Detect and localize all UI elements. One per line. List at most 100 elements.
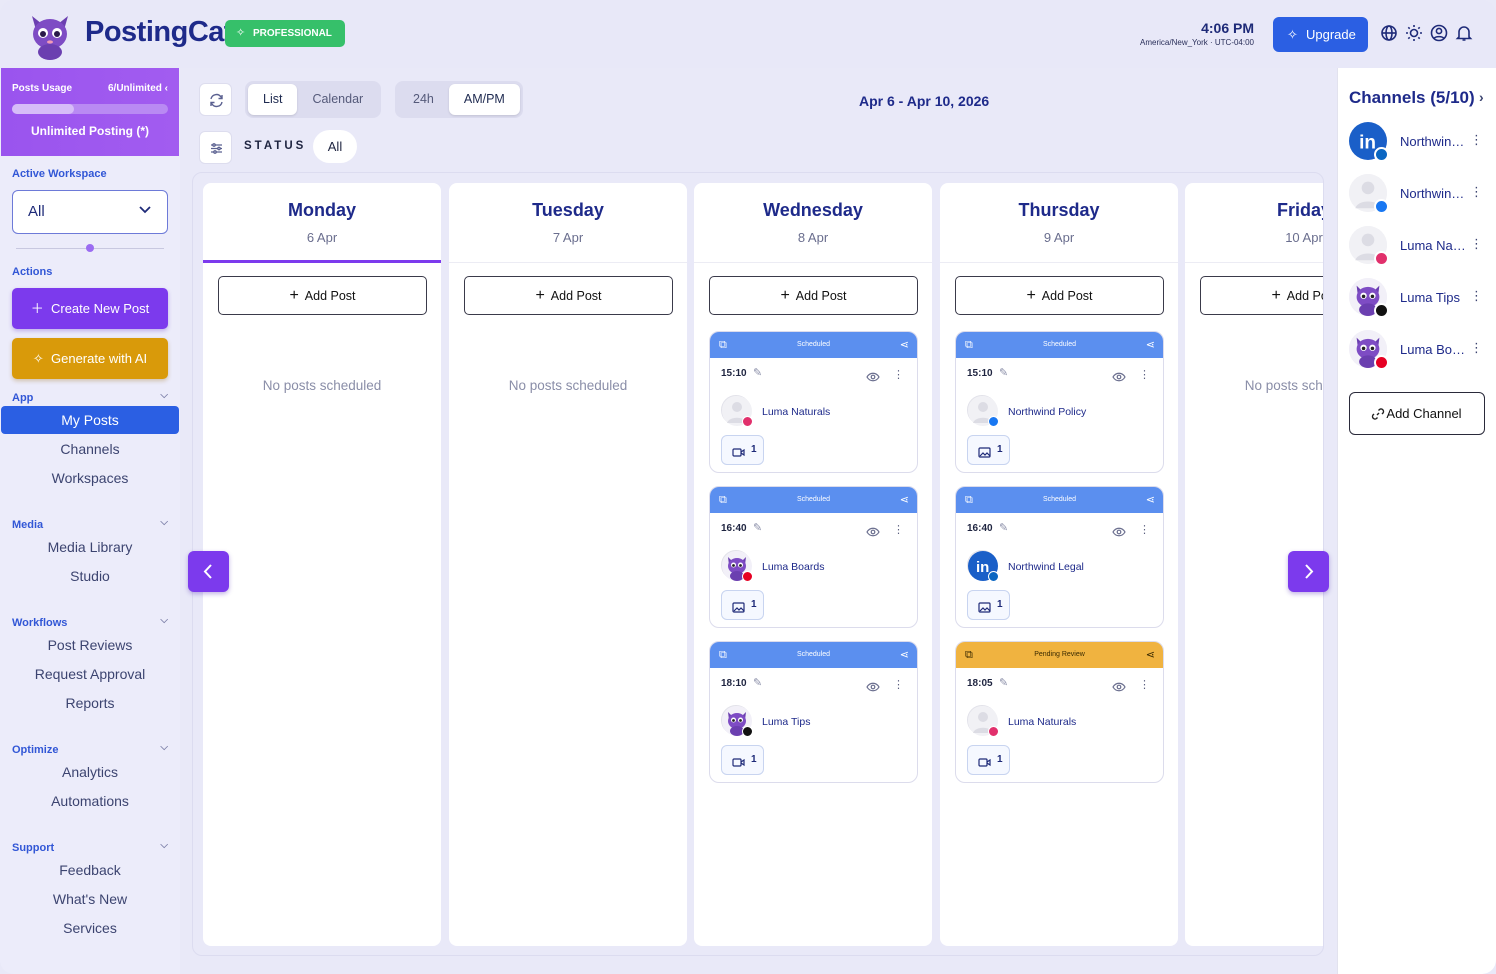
share-icon[interactable]: ⋖ <box>899 649 909 661</box>
channel-item[interactable]: Luma Naturals⋮ <box>1349 226 1489 266</box>
copy-icon[interactable]: ⧉ <box>719 339 727 351</box>
more-icon[interactable]: ⋮ <box>1470 340 1483 355</box>
channel-name: Luma Boards <box>1400 342 1468 357</box>
time-option-24h[interactable]: 24h <box>413 92 434 106</box>
sidebar-item-request-approval[interactable]: Request Approval <box>34 666 146 682</box>
post-card[interactable]: ⧉ ⋖ Pending Review 18:05 ✎ ⋮ Luma Naturals 1 <box>955 641 1164 783</box>
edit-icon[interactable]: ✎ <box>999 522 1009 534</box>
linkedin-icon <box>988 571 999 582</box>
eye-icon[interactable] <box>1112 679 1126 692</box>
refresh-button[interactable] <box>199 83 232 116</box>
copy-icon[interactable]: ⧉ <box>719 494 727 506</box>
media-count-chip: 1 <box>721 435 764 465</box>
add-post-button[interactable]: + Add Post <box>709 276 918 315</box>
nav-group-support[interactable]: Support ⌵ <box>12 840 168 854</box>
sidebar-item-studio[interactable]: Studio <box>70 568 110 584</box>
share-icon[interactable]: ⋖ <box>1145 649 1155 661</box>
more-icon[interactable]: ⋮ <box>1470 184 1483 199</box>
time-option-ampm[interactable]: AM/PM <box>448 84 520 115</box>
plan-badge-label: PROFESSIONAL <box>253 28 332 39</box>
sun-icon[interactable] <box>1405 24 1423 42</box>
channel-item[interactable]: in Northwind Legal⋮ <box>1349 122 1489 162</box>
post-card[interactable]: ⧉ ⋖ Scheduled 16:40 ✎ ⋮ Luma Boards 1 <box>709 486 918 628</box>
day-date: 10 Apr <box>1285 230 1323 245</box>
view-option-list[interactable]: List <box>248 84 298 115</box>
resize-knob[interactable] <box>86 244 94 252</box>
sidebar-item-feedback[interactable]: Feedback <box>59 862 121 878</box>
more-icon[interactable]: ⋮ <box>893 524 904 536</box>
sidebar-resize-handle[interactable] <box>16 244 164 252</box>
more-icon[interactable]: ⋮ <box>1139 524 1150 536</box>
sidebar-item-channels[interactable]: Channels <box>60 441 120 457</box>
more-icon[interactable]: ⋮ <box>1470 132 1483 147</box>
sidebar-item-post-reviews[interactable]: Post Reviews <box>47 637 133 653</box>
channel-item[interactable]: Luma Boards⋮ <box>1349 330 1489 370</box>
add-channel-button[interactable]: Add Channel <box>1349 392 1485 435</box>
add-post-button[interactable]: + Add Post <box>1200 276 1323 315</box>
share-icon[interactable]: ⋖ <box>1145 339 1155 351</box>
edit-icon[interactable]: ✎ <box>753 522 763 534</box>
channel-item[interactable]: Northwind Policy⋮ <box>1349 174 1489 214</box>
day-date: 8 Apr <box>797 230 829 245</box>
more-icon[interactable]: ⋮ <box>1470 288 1483 303</box>
copy-icon[interactable]: ⧉ <box>719 649 727 661</box>
post-card[interactable]: ⧉ ⋖ Scheduled 18:10 ✎ ⋮ Luma Tips 1 <box>709 641 918 783</box>
more-icon[interactable]: ⋮ <box>1139 369 1150 381</box>
sidebar-item-what-s-new[interactable]: What's New <box>52 891 128 907</box>
more-icon[interactable]: ⋮ <box>893 679 904 691</box>
user-circle-icon[interactable] <box>1430 24 1448 42</box>
copy-icon[interactable]: ⧉ <box>965 649 973 661</box>
nav-group-optimize[interactable]: Optimize ⌵ <box>12 742 168 756</box>
next-week-button[interactable] <box>1288 551 1329 592</box>
more-icon[interactable]: ⋮ <box>1470 236 1483 251</box>
nav-group-app[interactable]: App ⌵ <box>12 390 168 404</box>
post-card[interactable]: ⧉ ⋖ Scheduled 15:10 ✎ ⋮ Luma Naturals 1 <box>709 331 918 473</box>
copy-icon[interactable]: ⧉ <box>965 494 973 506</box>
nav-group-workflows[interactable]: Workflows ⌵ <box>12 615 168 629</box>
channels-panel-title[interactable]: Channels (5/10) › <box>1349 88 1484 108</box>
nav-group-media[interactable]: Media ⌵ <box>12 517 168 531</box>
previous-week-button[interactable] <box>188 551 229 592</box>
globe-icon[interactable] <box>1380 24 1398 42</box>
eye-icon[interactable] <box>866 369 880 382</box>
post-card[interactable]: ⧉ ⋖ Scheduled 15:10 ✎ ⋮ Northwind Policy 1 <box>955 331 1164 473</box>
chevron-left-icon <box>203 564 212 579</box>
post-channel-name: Luma Naturals <box>762 406 831 418</box>
sidebar-item-my-posts[interactable]: My Posts <box>1 406 179 434</box>
sidebar-item-workspaces[interactable]: Workspaces <box>51 470 129 486</box>
eye-icon[interactable] <box>866 524 880 537</box>
channel-item[interactable]: Luma Tips ⋮ <box>1349 278 1489 318</box>
status-filter-all[interactable]: All <box>313 130 357 163</box>
more-icon[interactable]: ⋮ <box>1139 679 1150 691</box>
add-post-button[interactable]: + Add Post <box>464 276 673 315</box>
share-icon[interactable]: ⋖ <box>899 494 909 506</box>
upgrade-button[interactable]: ✧ Upgrade <box>1273 17 1368 52</box>
post-status-label: Pending Review <box>1034 651 1085 658</box>
add-post-button[interactable]: + Add Post <box>955 276 1164 315</box>
more-icon[interactable]: ⋮ <box>893 369 904 381</box>
eye-icon[interactable] <box>866 679 880 692</box>
copy-icon[interactable]: ⧉ <box>965 339 973 351</box>
view-option-calendar[interactable]: Calendar <box>312 92 364 106</box>
generate-with-ai-button[interactable]: ✧ Generate with AI <box>12 338 168 379</box>
eye-icon[interactable] <box>1112 369 1126 382</box>
sidebar-item-analytics[interactable]: Analytics <box>61 764 119 780</box>
edit-icon[interactable]: ✎ <box>753 677 763 689</box>
sidebar-item-services[interactable]: Services <box>63 920 117 936</box>
sidebar-item-media-library[interactable]: Media Library <box>47 539 133 555</box>
post-card[interactable]: ⧉ ⋖ Scheduled 16:40 ✎ ⋮ in Northwind Legal 1 <box>955 486 1164 628</box>
share-icon[interactable]: ⋖ <box>1145 494 1155 506</box>
eye-icon[interactable] <box>1112 524 1126 537</box>
sidebar-item-reports[interactable]: Reports <box>65 695 115 711</box>
create-new-post-button[interactable]: ＋ Create New Post <box>12 288 168 329</box>
filter-button[interactable] <box>199 131 232 164</box>
plus-icon: + <box>780 287 790 304</box>
workspace-select[interactable]: All <box>12 190 168 234</box>
share-icon[interactable]: ⋖ <box>899 339 909 351</box>
bell-icon[interactable] <box>1455 24 1473 42</box>
add-post-button[interactable]: + Add Post <box>218 276 427 315</box>
edit-icon[interactable]: ✎ <box>999 367 1009 379</box>
edit-icon[interactable]: ✎ <box>999 677 1009 689</box>
edit-icon[interactable]: ✎ <box>753 367 763 379</box>
sidebar-item-automations[interactable]: Automations <box>51 793 129 809</box>
